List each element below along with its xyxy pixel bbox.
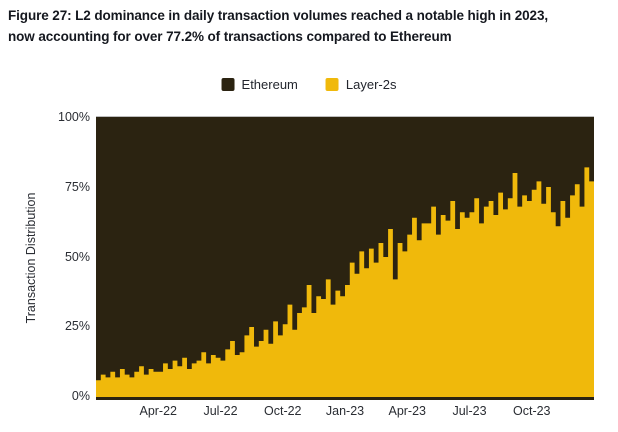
figure-title-line-1: Figure 27: L2 dominance in daily transac… — [8, 8, 548, 23]
y-tick-label: 75% — [64, 179, 90, 194]
legend-swatch-icon — [325, 78, 339, 91]
legend-label: Layer-2s — [345, 77, 397, 92]
y-tick-label: 50% — [64, 249, 90, 264]
chart-legend: Ethereum Layer-2s — [221, 77, 397, 92]
y-tick-label: 25% — [64, 319, 90, 334]
x-tick-label: Apr-22 — [139, 404, 178, 418]
y-axis-tick-labels: 100% 75% 50% 25% 0% — [0, 110, 90, 403]
legend-item-layer-2s: Layer-2s — [325, 77, 397, 92]
figure-title-line-2: now accounting for over 77.2% of transac… — [8, 29, 452, 44]
x-axis-tick-labels: Apr-22 Jul-22 Oct-22 Jan-23 Apr-23 Jul-23 Oct-… — [96, 404, 594, 420]
x-tick-label: Jul-22 — [203, 404, 238, 418]
transaction-distribution-chart — [96, 117, 594, 397]
x-tick-label: Oct-23 — [512, 404, 551, 418]
stacked-area-plot — [96, 116, 594, 400]
legend-item-ethereum: Ethereum — [221, 77, 298, 92]
x-tick-label: Oct-22 — [263, 404, 302, 418]
y-tick-label: 100% — [58, 110, 90, 124]
legend-label: Ethereum — [241, 77, 298, 92]
x-tick-label: Jan-23 — [325, 404, 365, 418]
layer2-area — [96, 167, 594, 397]
x-tick-label: Jul-23 — [452, 404, 487, 418]
y-tick-label: 0% — [71, 389, 90, 403]
legend-swatch-icon — [221, 78, 235, 91]
x-tick-label: Apr-23 — [388, 404, 427, 418]
figure-title: Figure 27: L2 dominance in daily transac… — [8, 5, 614, 47]
